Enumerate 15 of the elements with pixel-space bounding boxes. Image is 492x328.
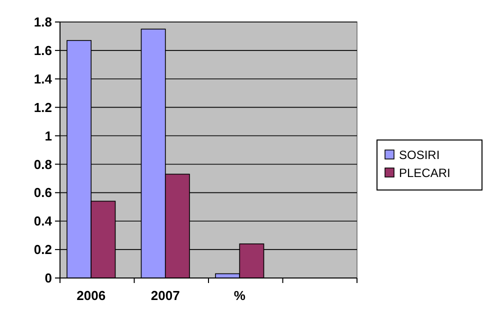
- y-tick-label: 1.6: [34, 42, 52, 58]
- x-tick-label: 2007: [150, 288, 180, 303]
- y-tick-label: 0.8: [34, 156, 52, 172]
- legend-label: PLECARI: [399, 166, 450, 180]
- y-tick-label: 1: [44, 128, 52, 144]
- y-tick-label: 0.4: [34, 214, 53, 229]
- x-tick-label: 2006: [76, 288, 106, 303]
- y-tick-label: 1.4: [34, 71, 53, 86]
- legend-label: SOSIRI: [399, 148, 440, 162]
- y-tick-label: 1.8: [34, 14, 52, 30]
- x-tick-label: %: [234, 288, 246, 303]
- y-tick-label: 0: [44, 270, 52, 286]
- y-tick-label: 0.6: [34, 185, 52, 200]
- y-tick-label: 0.2: [34, 242, 52, 258]
- y-tick-label: 1.2: [34, 100, 52, 115]
